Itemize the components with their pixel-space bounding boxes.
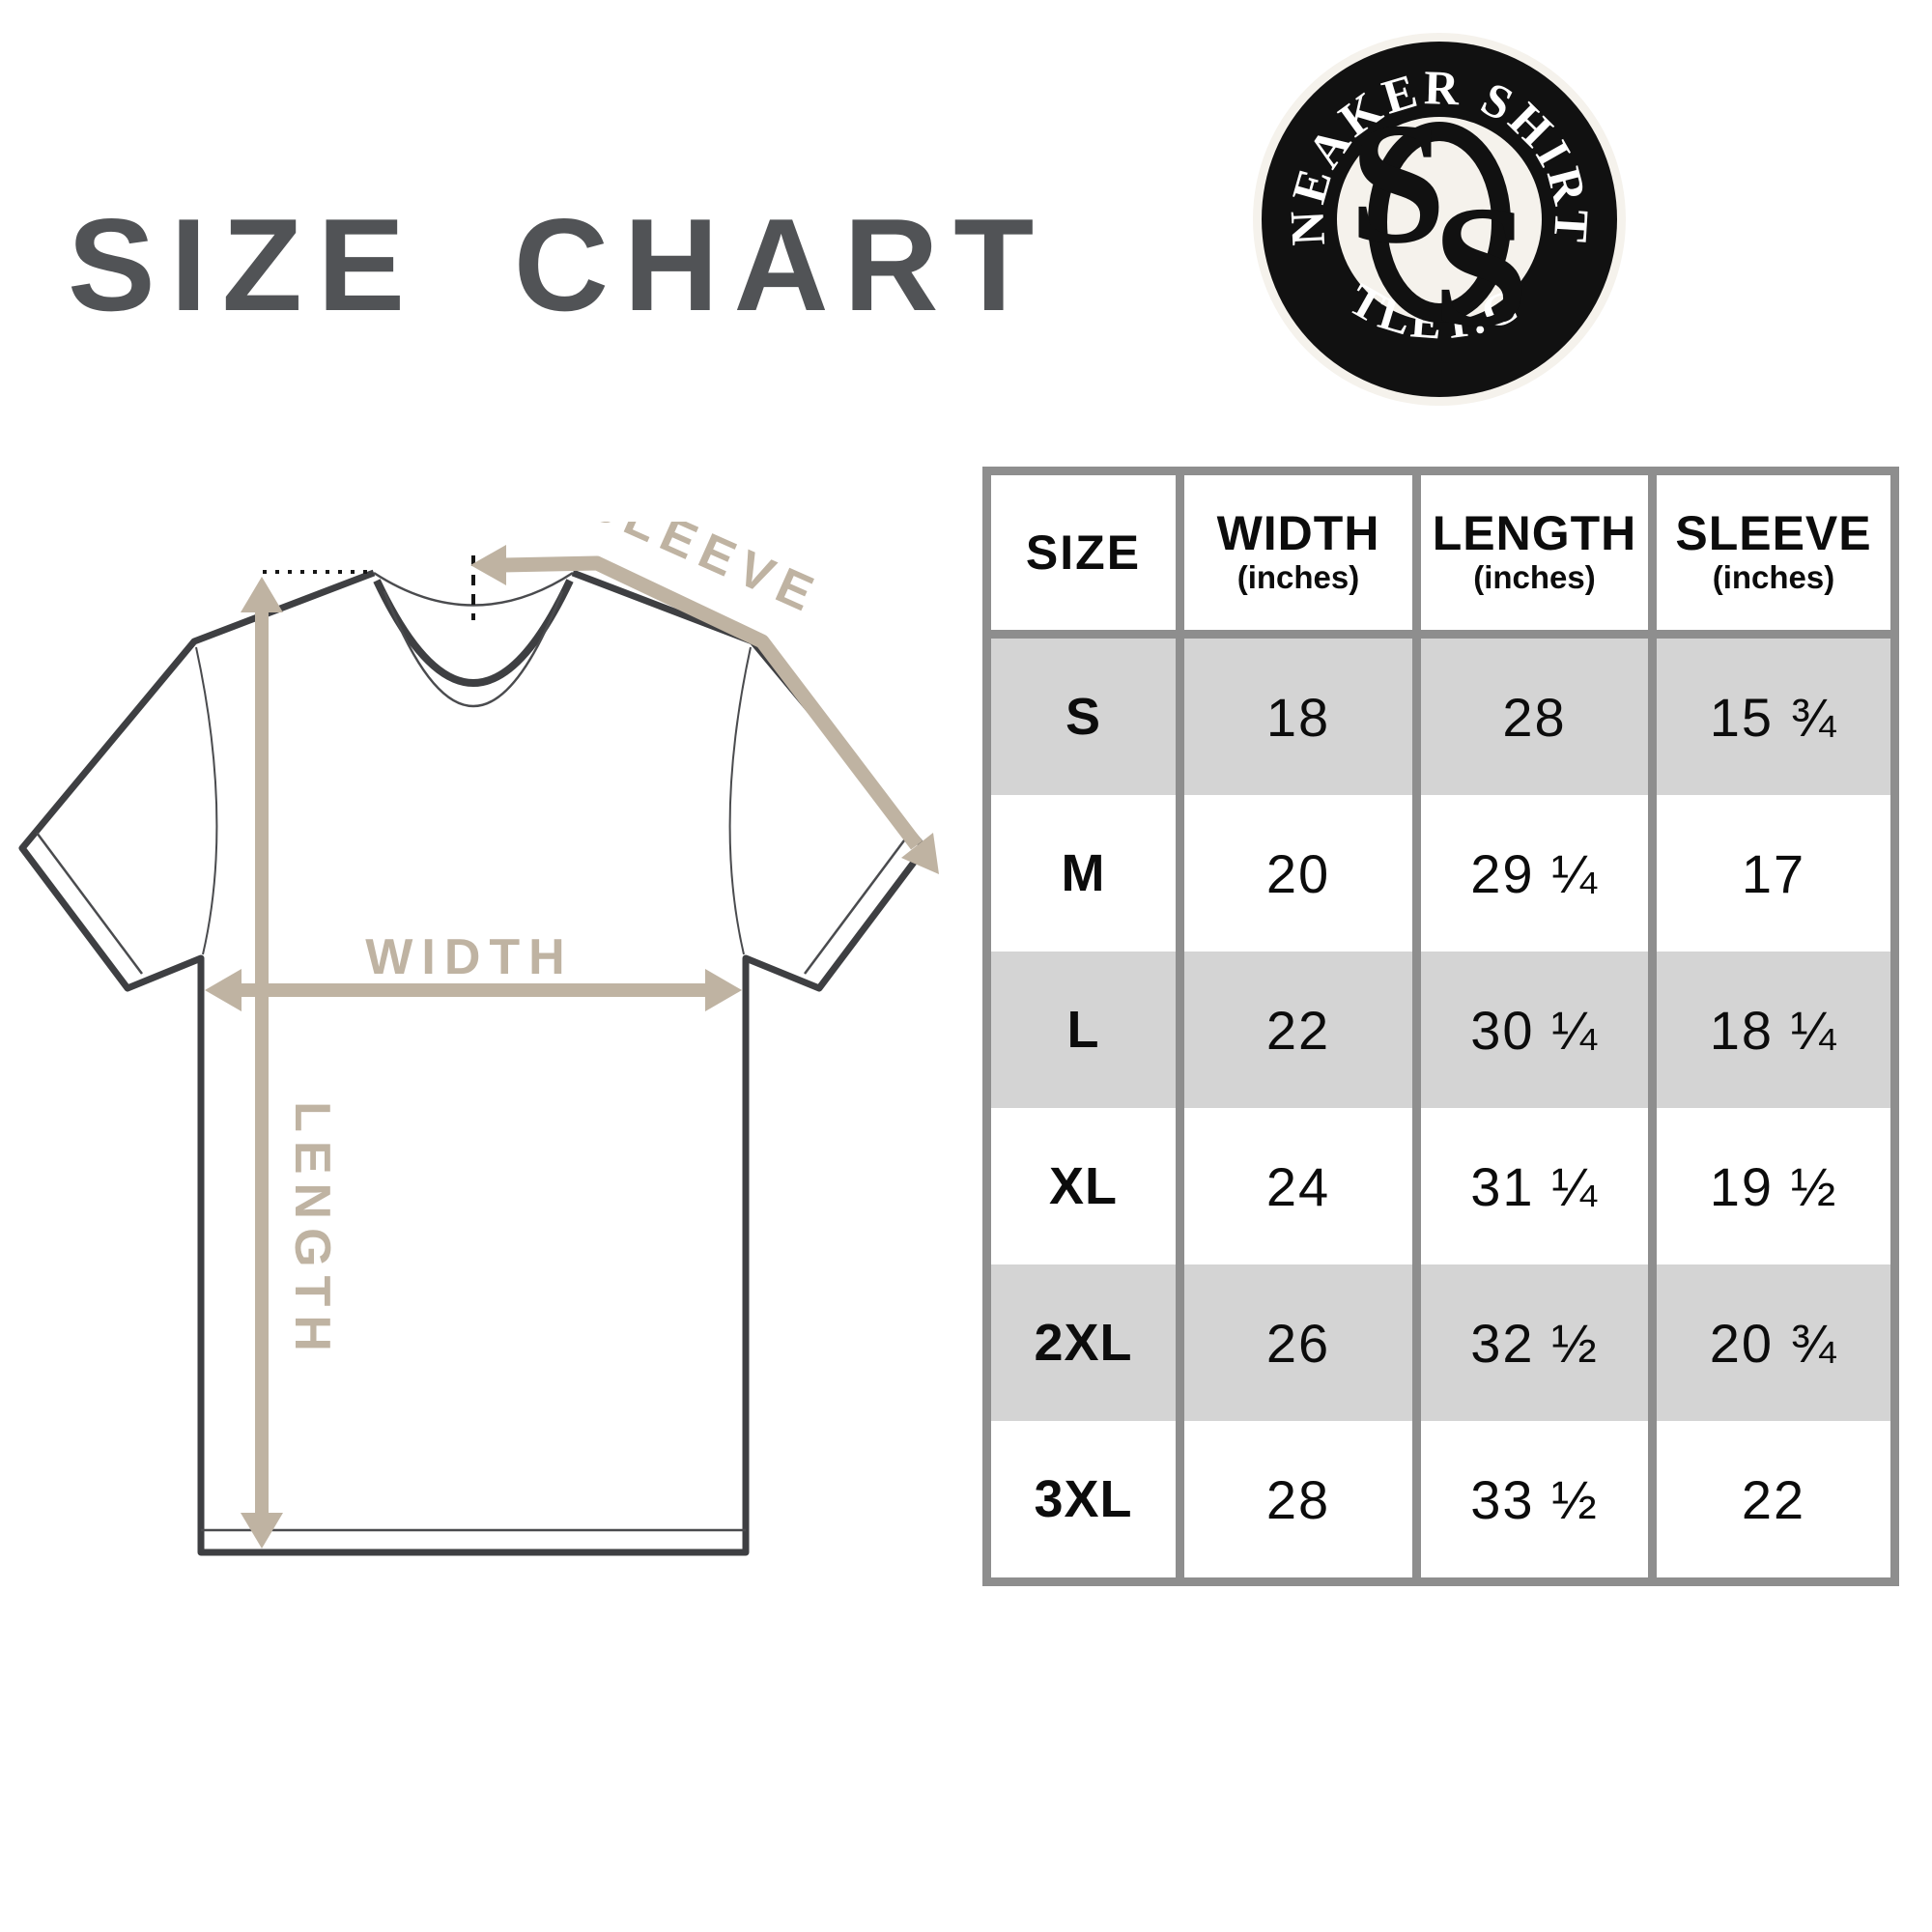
collar-back-seam [373, 571, 574, 607]
width-label: WIDTH [365, 929, 573, 985]
row-xl-width: 24 [1265, 1155, 1331, 1217]
header-divider [991, 630, 1890, 639]
page-title: SIZE CHART [68, 191, 1049, 338]
row-m-length: 29 ¼ [1470, 842, 1599, 904]
header-cell-sleeve: SLEEVE (inches) [1657, 475, 1890, 630]
table-row-s-length: 28 [1421, 639, 1648, 795]
header-size-label: SIZE [1025, 526, 1142, 580]
table-row-m-sleeve: 17 [1657, 795, 1890, 952]
row-2xl-size: 2XL [1034, 1314, 1133, 1372]
row-s-width: 18 [1265, 686, 1331, 748]
header-cell-width: WIDTH (inches) [1184, 475, 1412, 630]
table-row-xl-length: 31 ¼ [1421, 1108, 1648, 1264]
table-row-l-size: L [991, 952, 1176, 1108]
row-2xl-length: 32 ½ [1470, 1312, 1599, 1374]
sleeve-arrow-icon [470, 545, 939, 874]
left-cuff-stitch [35, 832, 144, 975]
table-row-3xl-sleeve: 22 [1657, 1421, 1890, 1577]
right-cuff-stitch [803, 832, 912, 975]
header-length-label: LENGTH [1432, 505, 1637, 560]
header-cell-length: LENGTH (inches) [1421, 475, 1648, 630]
header-width-unit: (inches) [1236, 559, 1360, 596]
table-row-xl-size: XL [991, 1108, 1176, 1264]
width-arrow-icon [205, 969, 742, 1011]
table-row-2xl-sleeve: 20 ¾ [1657, 1264, 1890, 1421]
brand-logo: SNEAKER SHIRTS OUTLET.COM S S [1246, 24, 1626, 406]
row-s-size: S [1065, 688, 1102, 746]
header-sleeve-label: SLEEVE [1675, 505, 1872, 560]
table-row-xl-width: 24 [1184, 1108, 1412, 1264]
table-row-2xl-width: 26 [1184, 1264, 1412, 1421]
row-l-size: L [1066, 1001, 1100, 1059]
table-row-l-width: 22 [1184, 952, 1412, 1108]
table-row-m-length: 29 ¼ [1421, 795, 1648, 952]
left-sleeve-seam [195, 646, 218, 955]
table-row-s-width: 18 [1184, 639, 1412, 795]
header-cell-size: SIZE [991, 475, 1176, 630]
row-3xl-sleeve: 22 [1741, 1468, 1806, 1530]
row-xl-length: 31 ¼ [1470, 1155, 1599, 1217]
table-row-s-sleeve: 15 ¾ [1657, 639, 1890, 795]
table-row-m-width: 20 [1184, 795, 1412, 952]
table-row-xl-sleeve: 19 ½ [1657, 1108, 1890, 1264]
logo-ss-monogram-icon: S S [1350, 87, 1529, 362]
row-m-sleeve: 17 [1741, 842, 1806, 904]
tshirt-body-fill [22, 573, 924, 1552]
header-length-unit: (inches) [1473, 559, 1596, 596]
row-3xl-length: 33 ½ [1470, 1468, 1599, 1530]
row-xl-size: XL [1048, 1157, 1118, 1215]
right-sleeve-seam [728, 646, 752, 955]
collar-inner-seam [383, 590, 564, 707]
length-label: LENGTH [284, 1101, 340, 1360]
table-row-l-length: 30 ¼ [1421, 952, 1648, 1108]
table-row-3xl-length: 33 ½ [1421, 1421, 1648, 1577]
row-3xl-width: 28 [1265, 1468, 1331, 1530]
row-s-sleeve: 15 ¾ [1709, 686, 1838, 748]
row-l-width: 22 [1265, 999, 1331, 1061]
row-l-sleeve: 18 ¼ [1709, 999, 1838, 1061]
table-row-2xl-size: 2XL [991, 1264, 1176, 1421]
collar-front-rib [373, 579, 574, 687]
row-3xl-size: 3XL [1034, 1470, 1133, 1528]
size-table: SIZE WIDTH (inches) LENGTH (inches) SLEE… [982, 467, 1899, 1586]
tshirt-measurement-diagram: WIDTH LENGTH SLEEVE [18, 522, 939, 1556]
header-sleeve-unit: (inches) [1712, 559, 1835, 596]
row-xl-sleeve: 19 ½ [1709, 1155, 1838, 1217]
table-row-3xl-size: 3XL [991, 1421, 1176, 1577]
row-2xl-sleeve: 20 ¾ [1709, 1312, 1838, 1374]
monogram-s-bottom: S [1433, 170, 1529, 362]
header-width-label: WIDTH [1216, 505, 1380, 560]
row-2xl-width: 26 [1265, 1312, 1331, 1374]
table-row-s-size: S [991, 639, 1176, 795]
table-row-l-sleeve: 18 ¼ [1657, 952, 1890, 1108]
row-m-size: M [1061, 844, 1106, 902]
length-arrow-icon [241, 577, 283, 1548]
table-row-2xl-length: 32 ½ [1421, 1264, 1648, 1421]
table-row-3xl-width: 28 [1184, 1421, 1412, 1577]
row-m-width: 20 [1265, 842, 1331, 904]
row-s-length: 28 [1502, 686, 1567, 748]
table-row-m-size: M [991, 795, 1176, 952]
monogram-s-top: S [1350, 87, 1446, 279]
row-l-length: 30 ¼ [1470, 999, 1599, 1061]
